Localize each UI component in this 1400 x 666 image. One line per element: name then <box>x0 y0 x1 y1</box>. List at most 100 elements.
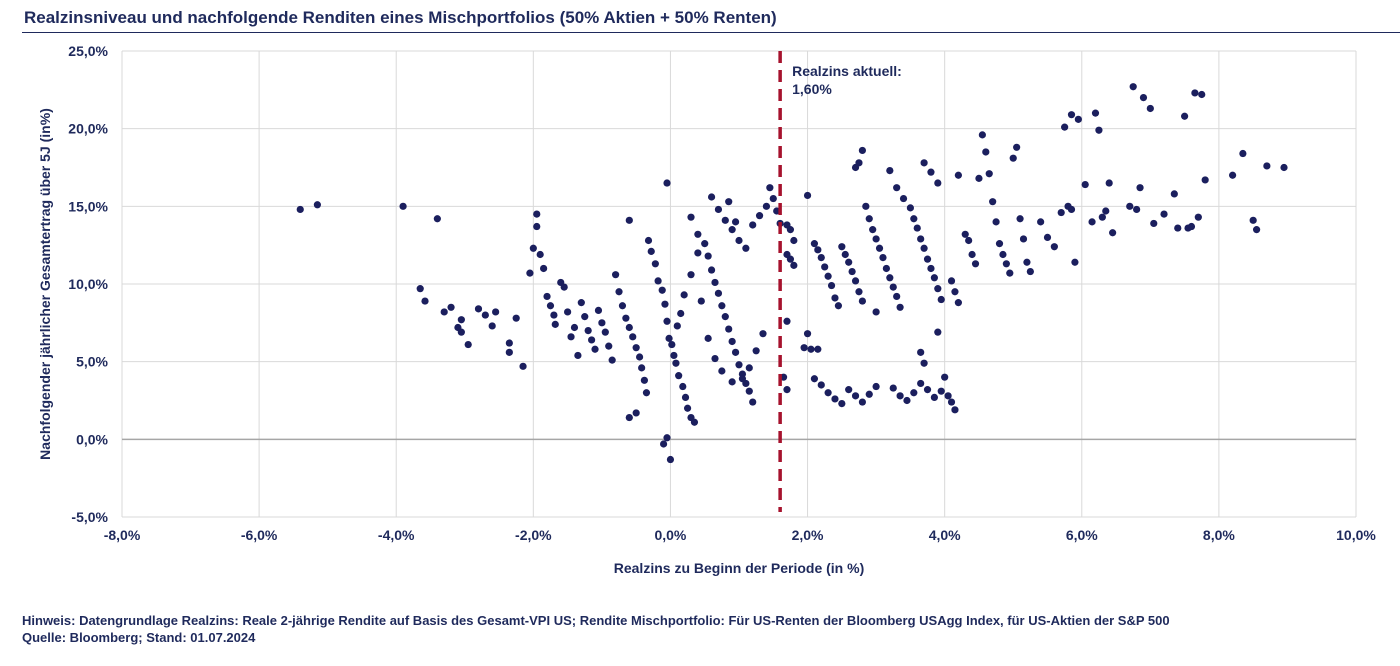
data-point <box>658 286 666 294</box>
data-point <box>721 313 729 321</box>
data-point <box>999 250 1007 259</box>
data-point <box>954 299 962 307</box>
x-tick-label: -2,0% <box>515 527 552 543</box>
data-point <box>1146 104 1154 113</box>
data-point <box>1043 233 1052 241</box>
data-point <box>1006 269 1014 277</box>
data-point <box>1067 111 1076 119</box>
data-point <box>810 375 819 383</box>
data-point <box>786 226 795 234</box>
data-point <box>683 404 692 412</box>
data-point <box>697 297 705 305</box>
data-point <box>588 336 596 344</box>
data-point <box>644 236 653 245</box>
data-point <box>1016 215 1024 223</box>
data-point <box>803 191 812 200</box>
data-point <box>903 396 911 405</box>
data-point <box>670 351 678 360</box>
data-point <box>598 319 606 327</box>
x-axis-label: Realzins zu Beginn der Periode (in %) <box>614 560 864 576</box>
data-point <box>1126 202 1134 210</box>
data-point <box>817 253 825 262</box>
data-point <box>738 375 747 383</box>
data-point <box>1239 149 1247 158</box>
data-point <box>821 263 829 271</box>
data-point <box>923 255 932 263</box>
data-point <box>701 240 709 248</box>
y-tick-label: 0,0% <box>76 431 108 447</box>
data-point <box>1181 112 1189 120</box>
data-point <box>632 409 640 417</box>
data-point <box>766 184 774 192</box>
data-point <box>845 386 853 394</box>
data-point <box>663 317 671 325</box>
data-points <box>296 83 1288 464</box>
data-point <box>1160 210 1168 218</box>
data-point <box>668 340 676 349</box>
data-point <box>899 194 908 203</box>
data-point <box>827 281 836 290</box>
data-point <box>533 222 541 231</box>
data-point <box>1105 179 1113 187</box>
data-point <box>917 348 925 356</box>
data-point <box>725 325 733 333</box>
data-point <box>968 250 976 259</box>
data-point <box>882 264 890 273</box>
data-point <box>1280 163 1288 172</box>
data-point <box>896 303 904 311</box>
data-point <box>848 267 856 276</box>
data-point <box>666 455 675 464</box>
data-point <box>961 230 969 238</box>
data-point <box>947 398 956 406</box>
data-point <box>704 334 712 342</box>
data-point <box>447 303 455 311</box>
data-point <box>665 334 673 342</box>
data-point <box>865 390 873 398</box>
data-point <box>505 339 513 347</box>
data-point <box>954 171 962 179</box>
data-point <box>433 215 441 223</box>
data-point <box>923 386 932 394</box>
data-point <box>865 215 873 223</box>
data-point <box>893 184 901 192</box>
tick-labels: -8,0% -6,0% -4,0% -2,0% 0,0% 2,0% 4,0% 6,0% 8,0%… <box>68 43 1376 543</box>
data-point <box>313 201 321 209</box>
data-point <box>731 348 740 356</box>
footnote-source: Quelle: Bloomberg; Stand: 01.07.2024 <box>22 630 256 645</box>
data-point <box>951 288 959 296</box>
data-point <box>872 308 880 316</box>
data-point <box>783 317 791 325</box>
data-point <box>526 269 534 277</box>
data-point <box>608 356 616 364</box>
data-point <box>927 264 935 273</box>
x-tick-label: -6,0% <box>241 527 278 543</box>
data-point <box>934 328 942 336</box>
data-point <box>457 328 465 336</box>
data-point <box>728 378 736 386</box>
data-point <box>982 148 990 156</box>
data-point <box>978 131 986 139</box>
data-point <box>625 216 633 224</box>
data-point <box>642 389 651 397</box>
grid-lines <box>121 50 1357 518</box>
data-point <box>995 240 1004 248</box>
data-point <box>937 295 945 304</box>
y-tick-label: -5,0% <box>71 509 108 525</box>
data-point <box>937 387 945 395</box>
data-point <box>635 353 644 361</box>
data-point <box>533 210 541 218</box>
data-point <box>654 277 662 285</box>
chart-footer: Hinweis: Datengrundlage Realzins: Reale … <box>22 612 1170 646</box>
data-point <box>1095 126 1103 134</box>
data-point <box>917 379 925 388</box>
x-tick-label: -8,0% <box>104 527 141 543</box>
data-point <box>1026 267 1034 276</box>
data-point <box>941 373 949 381</box>
data-point <box>910 389 918 397</box>
data-point <box>786 255 795 263</box>
data-point <box>851 277 860 285</box>
data-point <box>1067 205 1076 214</box>
data-point <box>742 244 750 252</box>
y-axis-label: Nachfolgender jährlicher Gesamtertrag üb… <box>37 108 53 460</box>
data-point <box>591 345 599 353</box>
